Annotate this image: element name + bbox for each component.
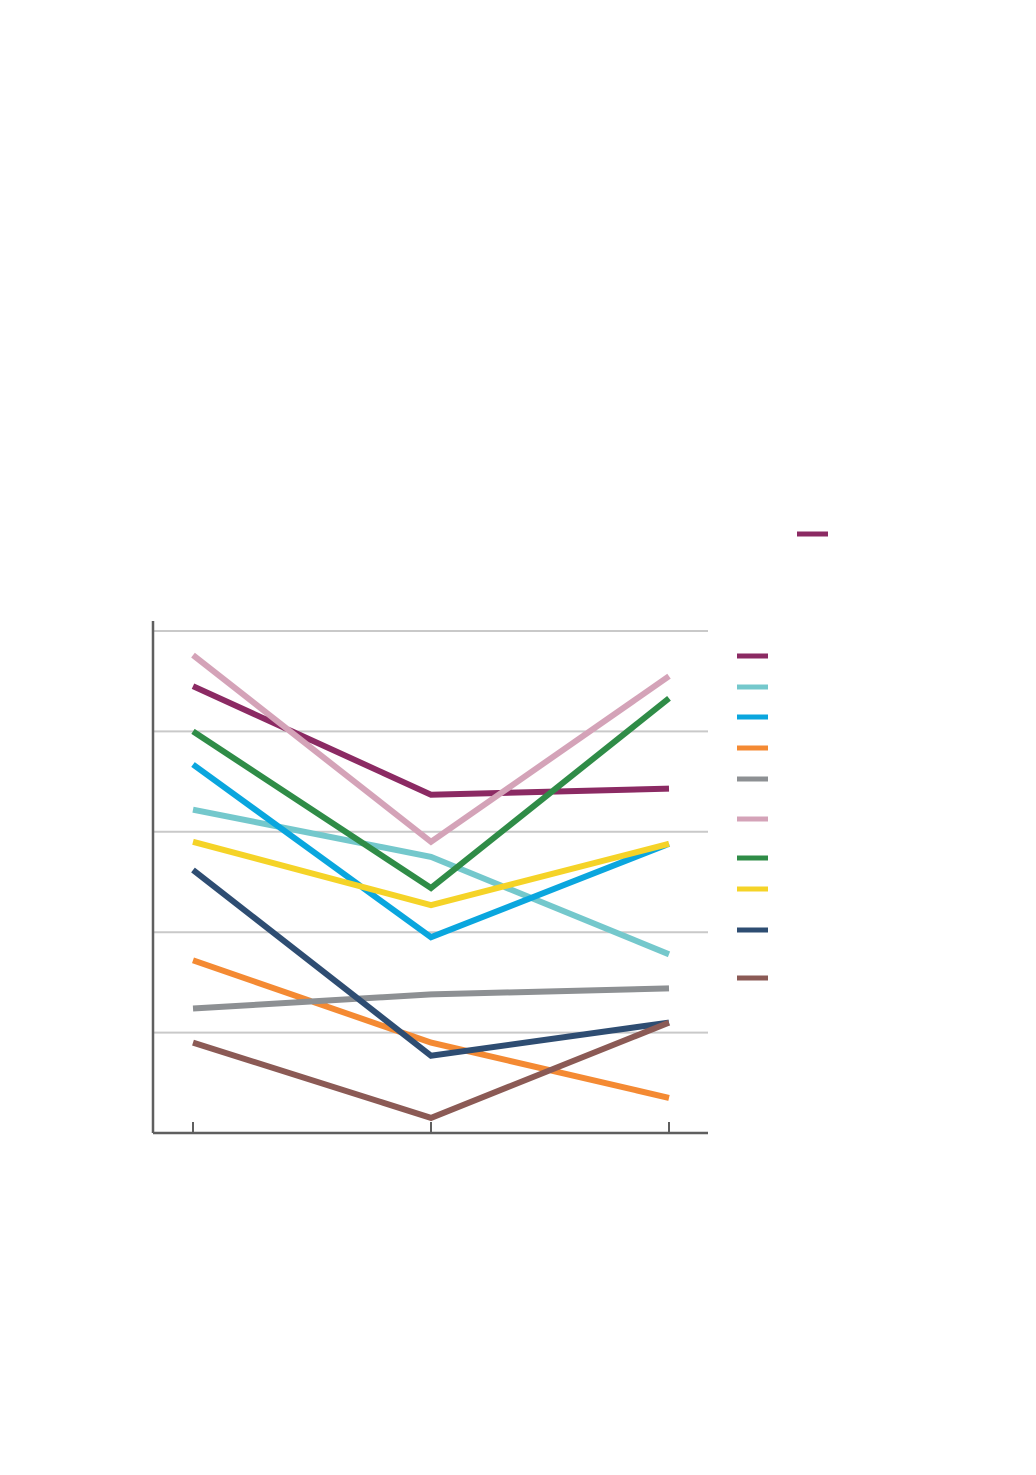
series-line-4: [192, 985, 670, 1012]
axes: [151, 621, 708, 1135]
series-line-6: [191, 695, 671, 892]
legend: [737, 653, 768, 981]
series-line-0: [191, 683, 670, 798]
series-line-8: [191, 867, 670, 1059]
series-line-9: [192, 1019, 671, 1122]
series-line-5: [191, 652, 671, 846]
series-line-3: [192, 957, 670, 1101]
series-line-7: [192, 838, 670, 909]
series-line-2: [191, 762, 671, 941]
series-lines: [191, 652, 671, 1122]
